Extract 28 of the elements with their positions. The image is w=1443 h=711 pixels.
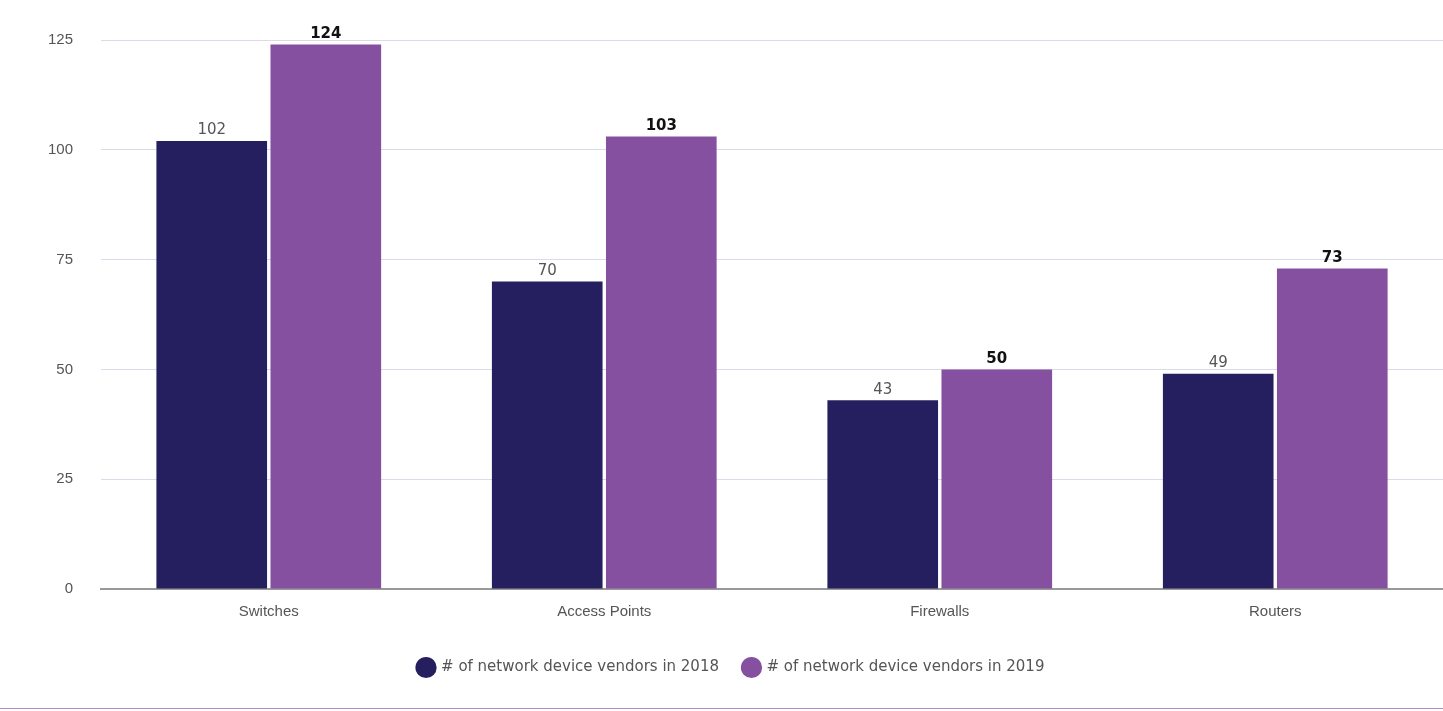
y-tick-label: 50 xyxy=(56,359,74,377)
bar xyxy=(491,281,603,589)
data-label: 124 xyxy=(310,23,342,42)
y-tick-label: 75 xyxy=(56,249,74,267)
legend-label: # of network device vendors in 2018 xyxy=(441,657,720,676)
x-tick-label: Firewalls xyxy=(910,602,970,620)
data-label: 49 xyxy=(1208,353,1228,372)
bar xyxy=(1162,373,1274,589)
x-tick-label: Access Points xyxy=(557,602,652,620)
y-tick-label: 0 xyxy=(64,579,74,597)
bar xyxy=(270,44,382,589)
data-label: 70 xyxy=(537,260,557,279)
x-tick-label: Routers xyxy=(1248,602,1302,620)
data-label: 102 xyxy=(197,120,227,139)
legend-label: # of network device vendors in 2019 xyxy=(766,657,1045,676)
y-tick-label: 125 xyxy=(48,30,74,48)
bar xyxy=(827,400,939,589)
y-tick-label: 100 xyxy=(48,139,74,157)
y-tick-label: 25 xyxy=(56,469,74,487)
bar xyxy=(605,136,717,589)
data-label: 103 xyxy=(645,116,677,135)
bar xyxy=(941,369,1053,589)
data-label: 43 xyxy=(873,379,893,398)
bar xyxy=(1276,268,1388,589)
x-tick-label: Switches xyxy=(238,602,299,620)
data-label: 50 xyxy=(986,348,1008,367)
bar xyxy=(156,141,268,589)
data-label: 73 xyxy=(1321,247,1343,266)
